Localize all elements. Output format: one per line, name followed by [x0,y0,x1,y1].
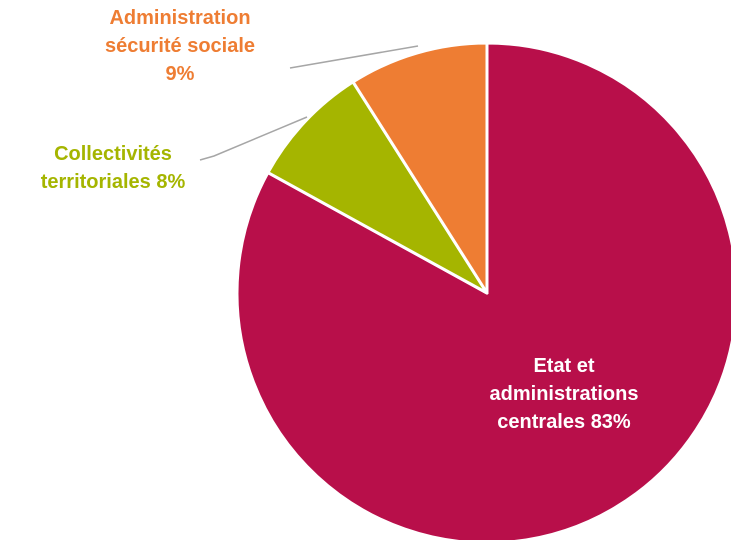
leader-line [289,45,419,69]
slice-label: Administration sécurité sociale 9% [94,4,266,88]
category-name: Administration sécurité sociale [104,7,256,57]
slice-label: Collectivités territoriales 8% [18,140,208,196]
pie-slice [351,41,489,295]
category-name: Collectivités territoriales [40,143,172,193]
pie-slice [266,80,489,295]
leader-line [199,116,308,161]
value-label: 83% [590,411,631,433]
slice-label: Etat et administrations centrales 83% [478,352,650,436]
value-label: 9% [165,63,195,85]
category-name: Etat et administrations centrales [489,355,639,433]
value-label: 8% [156,171,186,193]
